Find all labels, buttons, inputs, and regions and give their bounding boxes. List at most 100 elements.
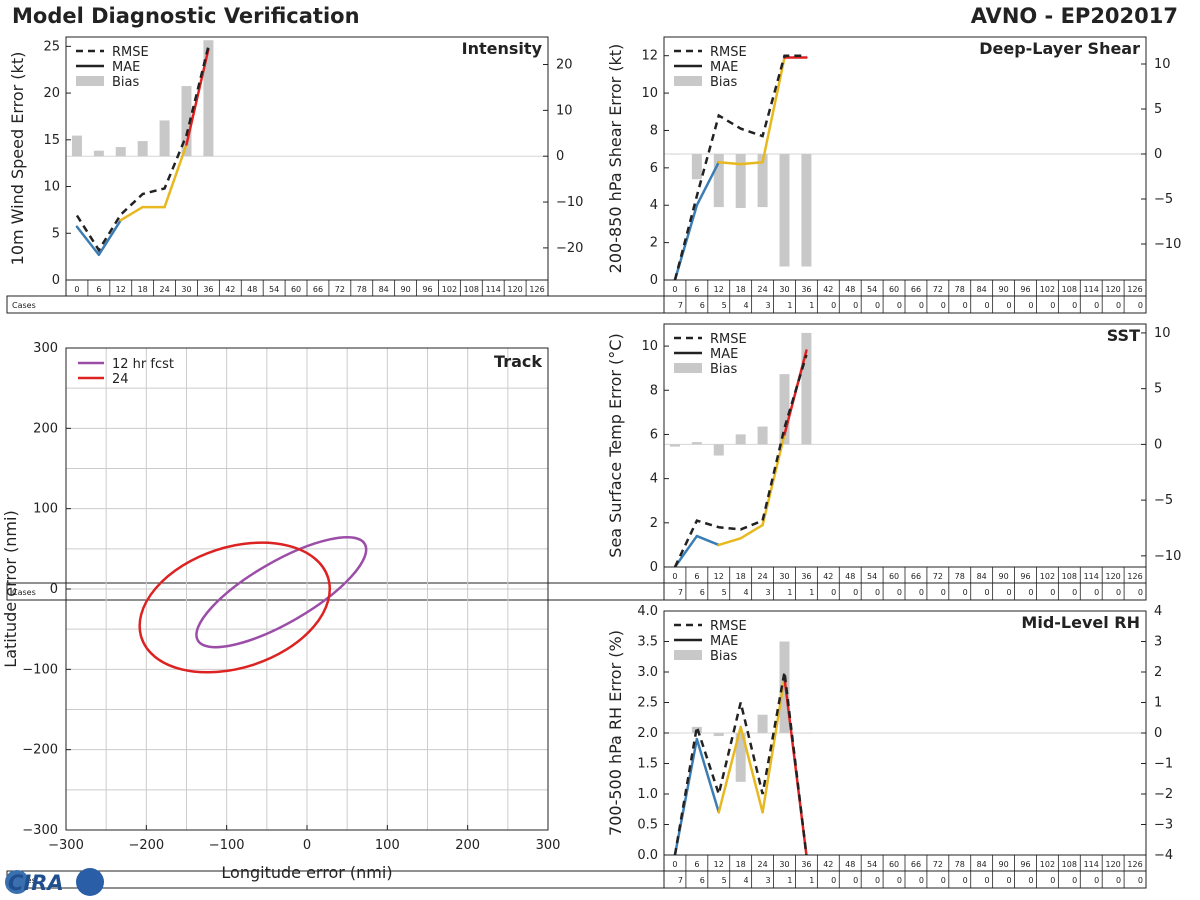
hour-label: 42 (823, 860, 833, 869)
y2-tick-label: 1 (1154, 696, 1162, 711)
bias-bar (735, 733, 746, 782)
case-count: 0 (941, 876, 946, 885)
case-count: 1 (809, 876, 814, 885)
hour-label: 12 (116, 285, 126, 294)
bias-bar (801, 733, 812, 734)
ellipse-24hr (138, 541, 332, 674)
hour-label: 90 (400, 285, 410, 294)
case-count: 0 (1072, 876, 1077, 885)
panel-title: SST (1107, 326, 1140, 345)
bias-bar (181, 86, 192, 157)
hour-label: 66 (911, 572, 921, 581)
y2-tick-label: 0 (1154, 726, 1162, 741)
case-count: 4 (744, 588, 749, 597)
bias-bar (779, 154, 790, 267)
hour-label: 78 (357, 285, 367, 294)
y-axis-label: Latitude error (nmi) (1, 510, 20, 667)
hour-label: 30 (779, 572, 789, 581)
case-count: 3 (765, 876, 770, 885)
hour-label: 72 (933, 860, 943, 869)
y2-tick-label: 0 (556, 149, 564, 164)
hour-label: 18 (736, 572, 746, 581)
hour-label: 108 (1062, 285, 1077, 294)
hour-label: 114 (486, 285, 501, 294)
case-count: 0 (875, 301, 880, 310)
case-count: 0 (941, 588, 946, 597)
y2-tick-label: −2 (1154, 787, 1173, 802)
hour-label: 120 (507, 285, 522, 294)
bias-bar (735, 154, 746, 208)
case-count: 0 (853, 876, 858, 885)
hour-label: 24 (757, 860, 767, 869)
mae-segment (97, 218, 123, 257)
y2-tick-label: 10 (1154, 326, 1171, 341)
hour-label: 96 (1020, 572, 1030, 581)
case-count: 7 (678, 876, 683, 885)
hour-label: 102 (1040, 860, 1055, 869)
y-tick-label: −300 (22, 823, 58, 838)
case-count: 0 (963, 301, 968, 310)
bias-bar (203, 40, 214, 157)
legend-12hr-label: 12 hr fcst (112, 357, 174, 372)
y-axis-label: 200-850 hPa Shear Error (kt) (606, 44, 625, 274)
case-count: 0 (1006, 301, 1011, 310)
rmse-line (673, 354, 808, 568)
hour-label: 120 (1105, 572, 1120, 581)
case-count: 0 (897, 876, 902, 885)
bias-bar (801, 332, 812, 445)
case-count: 1 (809, 588, 814, 597)
case-count: 1 (787, 876, 792, 885)
hour-label: 102 (1040, 285, 1055, 294)
bias-bar (669, 444, 680, 447)
case-count: 0 (831, 876, 836, 885)
hour-label: 42 (823, 285, 833, 294)
hour-label: 60 (889, 860, 899, 869)
legend-rmse-label: RMSE (710, 619, 747, 634)
y-tick-label: 0 (50, 582, 58, 597)
rmse-line (673, 671, 808, 856)
hour-label: 84 (977, 860, 987, 869)
x-tick-label: 300 (536, 838, 561, 853)
y2-tick-label: −3 (1154, 818, 1173, 833)
hour-label: 36 (801, 860, 811, 869)
hour-label: 6 (694, 572, 699, 581)
hour-label: 48 (845, 860, 855, 869)
y2-tick-label: 5 (1154, 382, 1162, 397)
hour-label: 42 (225, 285, 235, 294)
mae-segment (163, 143, 188, 209)
rmse-line (673, 54, 807, 281)
x-tick-label: 0 (303, 838, 311, 853)
bias-bar (801, 154, 812, 267)
case-count: 1 (809, 301, 814, 310)
hour-label: 60 (889, 572, 899, 581)
track-panel: −300 −200 −100 0 100 200 300 −300 −200 −100 0 100 20… (1, 341, 560, 882)
hour-label: 108 (1062, 572, 1077, 581)
legend-bias-swatch (674, 76, 702, 86)
y-tick-label: 300 (33, 341, 58, 356)
case-count: 0 (897, 588, 902, 597)
case-count: 0 (1050, 876, 1055, 885)
bias-bar (757, 154, 768, 208)
y2-tick-label: −10 (1154, 549, 1181, 564)
hour-label: 84 (977, 572, 987, 581)
y-tick-label: −100 (22, 662, 58, 677)
bias-bar (669, 154, 680, 155)
hour-label: 72 (933, 572, 943, 581)
y2-tick-label: −5 (1154, 192, 1173, 207)
mae-segment (761, 676, 786, 814)
hour-label: 96 (1020, 860, 1030, 869)
mae-segment (119, 205, 144, 222)
case-count: 0 (985, 876, 990, 885)
case-count: 0 (1116, 588, 1121, 597)
legend-rmse-label: RMSE (112, 45, 149, 60)
case-count: 3 (765, 588, 770, 597)
hour-label: 0 (672, 572, 677, 581)
case-count: 0 (963, 876, 968, 885)
case-count: 0 (831, 301, 836, 310)
cira-logo: CIRA (5, 868, 104, 896)
y2-tick-label: −10 (1154, 237, 1181, 252)
hour-label: 42 (823, 572, 833, 581)
mae-segment (761, 56, 786, 164)
hour-label: 36 (203, 285, 213, 294)
